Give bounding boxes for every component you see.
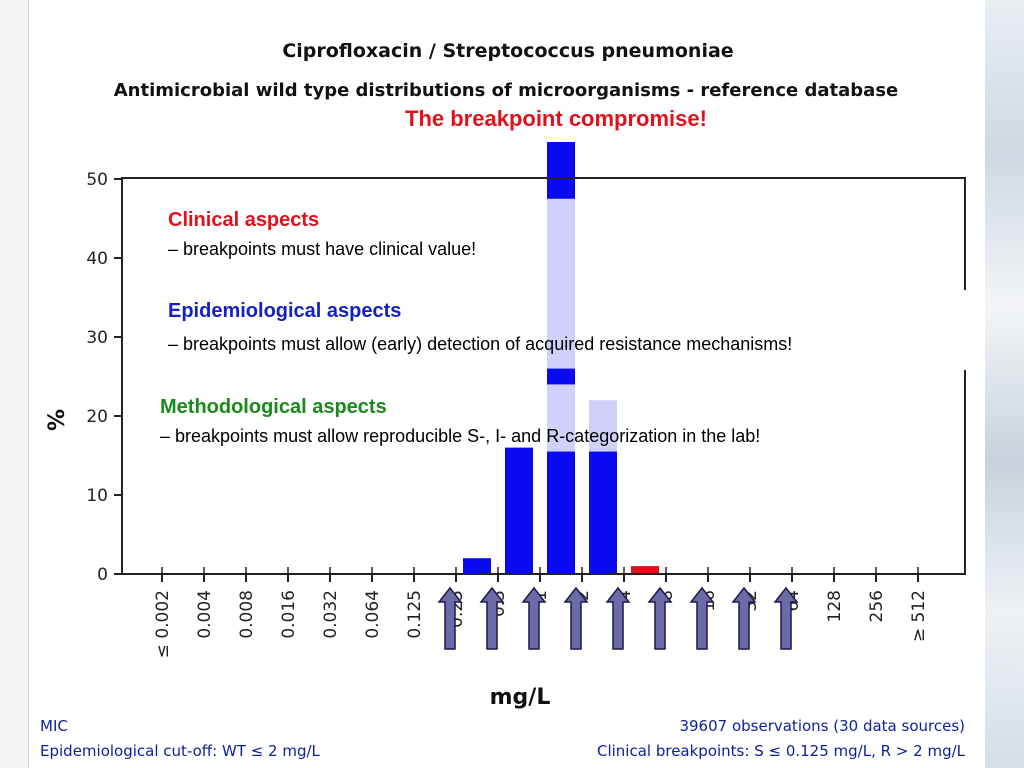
footer-mic: MIC [40,717,68,735]
y-tick-label: 40 [86,249,108,269]
x-tick-label-0p008: 0.008 [237,590,257,639]
x-tick-label-0p002: ≤ 0.002 [153,590,173,658]
x-tick-label-256: 256 [867,590,887,622]
up-arrow-icon [647,586,673,650]
x-tick-label-512: ≥ 512 [909,590,929,642]
y-tick-label: 20 [86,407,108,427]
plot-frame [121,177,966,575]
y-tick-label: 30 [86,328,108,348]
epidemiological-aspects-heading: Epidemiological aspects [168,300,401,322]
x-tick-label-0p064: 0.064 [363,590,383,639]
footer-cutoff: Epidemiological cut-off: WT ≤ 2 mg/L [40,742,321,760]
up-arrow-icon [605,586,631,650]
footer-breakpoints: Clinical breakpoints: S ≤ 0.125 mg/L, R … [597,742,966,760]
y-tick-label: 0 [97,565,108,585]
x-axis: ≤ 0.002 0.004 0.008 0.016 0.032 0.064 0.125 0.2… [153,567,929,658]
slide-left-background [0,0,28,768]
bar-0p25 [463,558,491,574]
up-arrow-icon [521,586,547,650]
x-axis-label: mg/L [490,685,551,710]
methodological-aspects-heading: Methodological aspects [160,396,387,418]
bar-2-visible [589,451,617,574]
slide-title: Ciprofloxacin / Streptococcus pneumoniae [282,40,733,62]
arrow-layer [437,586,799,650]
x-tick-label-0p016: 0.016 [279,590,299,639]
slide-frame [28,0,985,768]
x-tick-label-1: 1 [531,590,551,601]
x-tick-label-8: 8 [657,590,677,601]
slide-right-background [984,0,1024,768]
up-arrow-icon [689,586,715,650]
epidemiological-aspects-text: – breakpoints must allow (early) detecti… [168,334,792,354]
text-backdrop [888,290,968,370]
x-tick-label-0p004: 0.004 [195,590,215,639]
bar-1-band-visible [547,368,575,385]
x-tick-label-2: 2 [573,590,593,601]
methodological-aspects-text: – breakpoints must allow reproducible S-… [160,426,760,446]
up-arrow-icon [479,586,505,650]
x-tick-label-4: 4 [615,590,635,601]
bar-0p5 [505,447,533,574]
x-tick-label-0p032: 0.032 [321,590,341,639]
y-axis-label: % [45,409,70,431]
overlay-title: The breakpoint compromise! [405,106,707,131]
clinical-aspects-heading: Clinical aspects [168,209,319,231]
up-arrow-icon [437,586,463,650]
up-arrow-icon [773,586,799,650]
bar-1-visible [547,451,575,574]
bar-4 [631,566,659,574]
up-arrow-icon [731,586,757,650]
x-tick-label-0p125: 0.125 [405,590,425,639]
clinical-aspects-text: – breakpoints must have clinical value! [168,239,476,259]
y-axis: 0 10 20 30 40 50 [86,170,122,585]
footer-observations: 39607 observations (30 data sources) [679,717,965,735]
histogram-chart: 0 10 20 30 40 50 ≤ 0.002 0.004 0.008 0.016 0.032 0… [45,142,966,710]
up-arrow-icon [563,586,589,650]
y-tick-label: 50 [86,170,108,190]
slide-subtitle: Antimicrobial wild type distributions of… [114,80,899,101]
bar-1-top-visible [547,142,575,199]
x-tick-label-128: 128 [825,590,845,622]
bar-layer [463,142,659,574]
y-tick-label: 10 [86,486,108,506]
